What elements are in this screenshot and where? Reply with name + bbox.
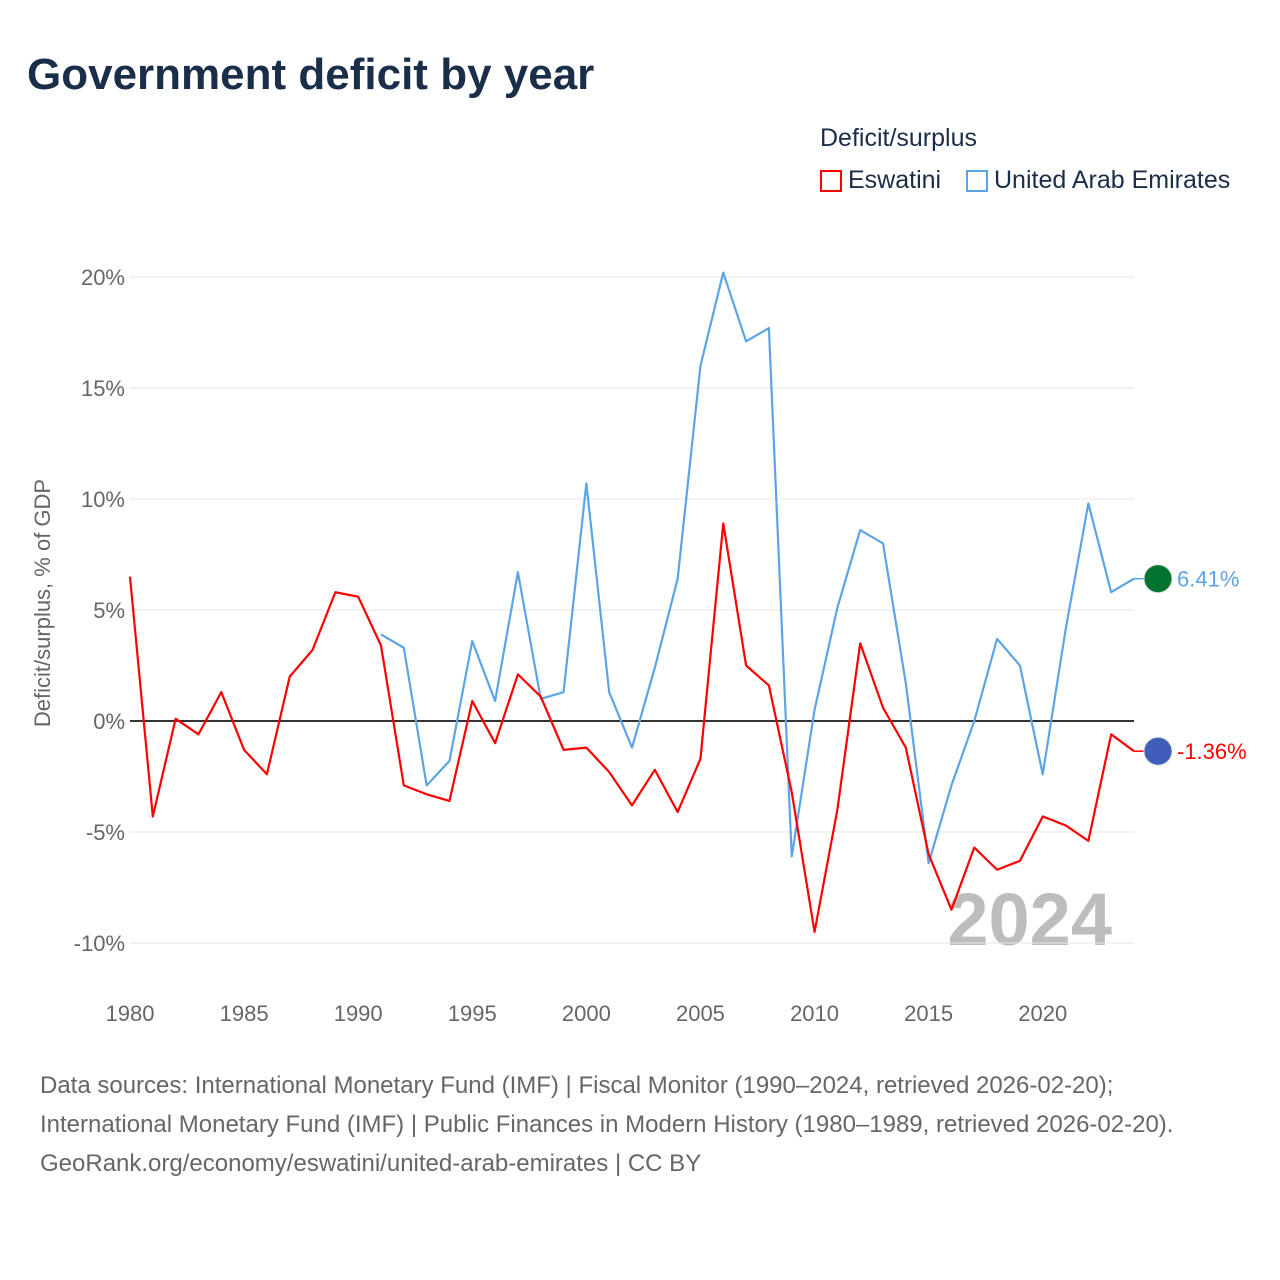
- x-tick-label: 1985: [220, 1001, 269, 1026]
- y-tick-label: 0%: [93, 709, 125, 734]
- legend-label-eswatini: Eswatini: [848, 166, 942, 194]
- x-tick-label: 2020: [1018, 1001, 1067, 1026]
- x-tick-label: 2000: [562, 1001, 611, 1026]
- x-tick-label: 2010: [790, 1001, 839, 1026]
- x-tick-label: 1990: [334, 1001, 383, 1026]
- line-chart: 2024 -10% -5% 0% 5% 10% 15% 20% 1980 1985 1990 1995…: [30, 265, 1247, 1026]
- legend-swatch-eswatini: [820, 169, 842, 192]
- y-tick-label: -5%: [86, 820, 125, 845]
- legend-swatch-uae: [966, 169, 988, 192]
- y-axis-label: Deficit/surplus, % of GDP: [30, 479, 55, 727]
- legend-title: Deficit/surplus: [820, 124, 977, 152]
- legend-item-uae[interactable]: United Arab Emirates: [966, 166, 1230, 195]
- x-tick-label: 2015: [904, 1001, 953, 1026]
- y-tick-label: 10%: [81, 487, 125, 512]
- end-label-eswatini: -1.36%: [1177, 739, 1247, 764]
- chart-title: Government deficit by year: [27, 50, 595, 99]
- data-sources: Data sources: International Monetary Fun…: [40, 1072, 1174, 1138]
- x-tick-label: 1980: [106, 1001, 155, 1026]
- y-tick-label: 15%: [81, 376, 125, 401]
- y-tick-label: 20%: [81, 265, 125, 290]
- attribution: GeoRank.org/economy/eswatini/united-arab…: [40, 1150, 702, 1177]
- flag-icon-united-arab-emirates: [1143, 564, 1173, 594]
- x-tick-label: 1995: [448, 1001, 497, 1026]
- end-label-united-arab-emirates: 6.41%: [1177, 567, 1239, 592]
- y-tick-label: -10%: [74, 931, 125, 956]
- legend-item-eswatini[interactable]: Eswatini: [820, 166, 941, 195]
- legend-label-uae: United Arab Emirates: [994, 166, 1231, 194]
- year-watermark: 2024: [947, 878, 1112, 961]
- x-tick-label: 2005: [676, 1001, 725, 1026]
- y-tick-label: 5%: [93, 598, 125, 623]
- series-line-united-arab-emirates: [380, 271, 1135, 865]
- sources-note: Data sources: International Monetary Fun…: [40, 1066, 1240, 1183]
- flag-icon-eswatini: [1143, 736, 1173, 766]
- series-line-eswatini: [128, 522, 1135, 934]
